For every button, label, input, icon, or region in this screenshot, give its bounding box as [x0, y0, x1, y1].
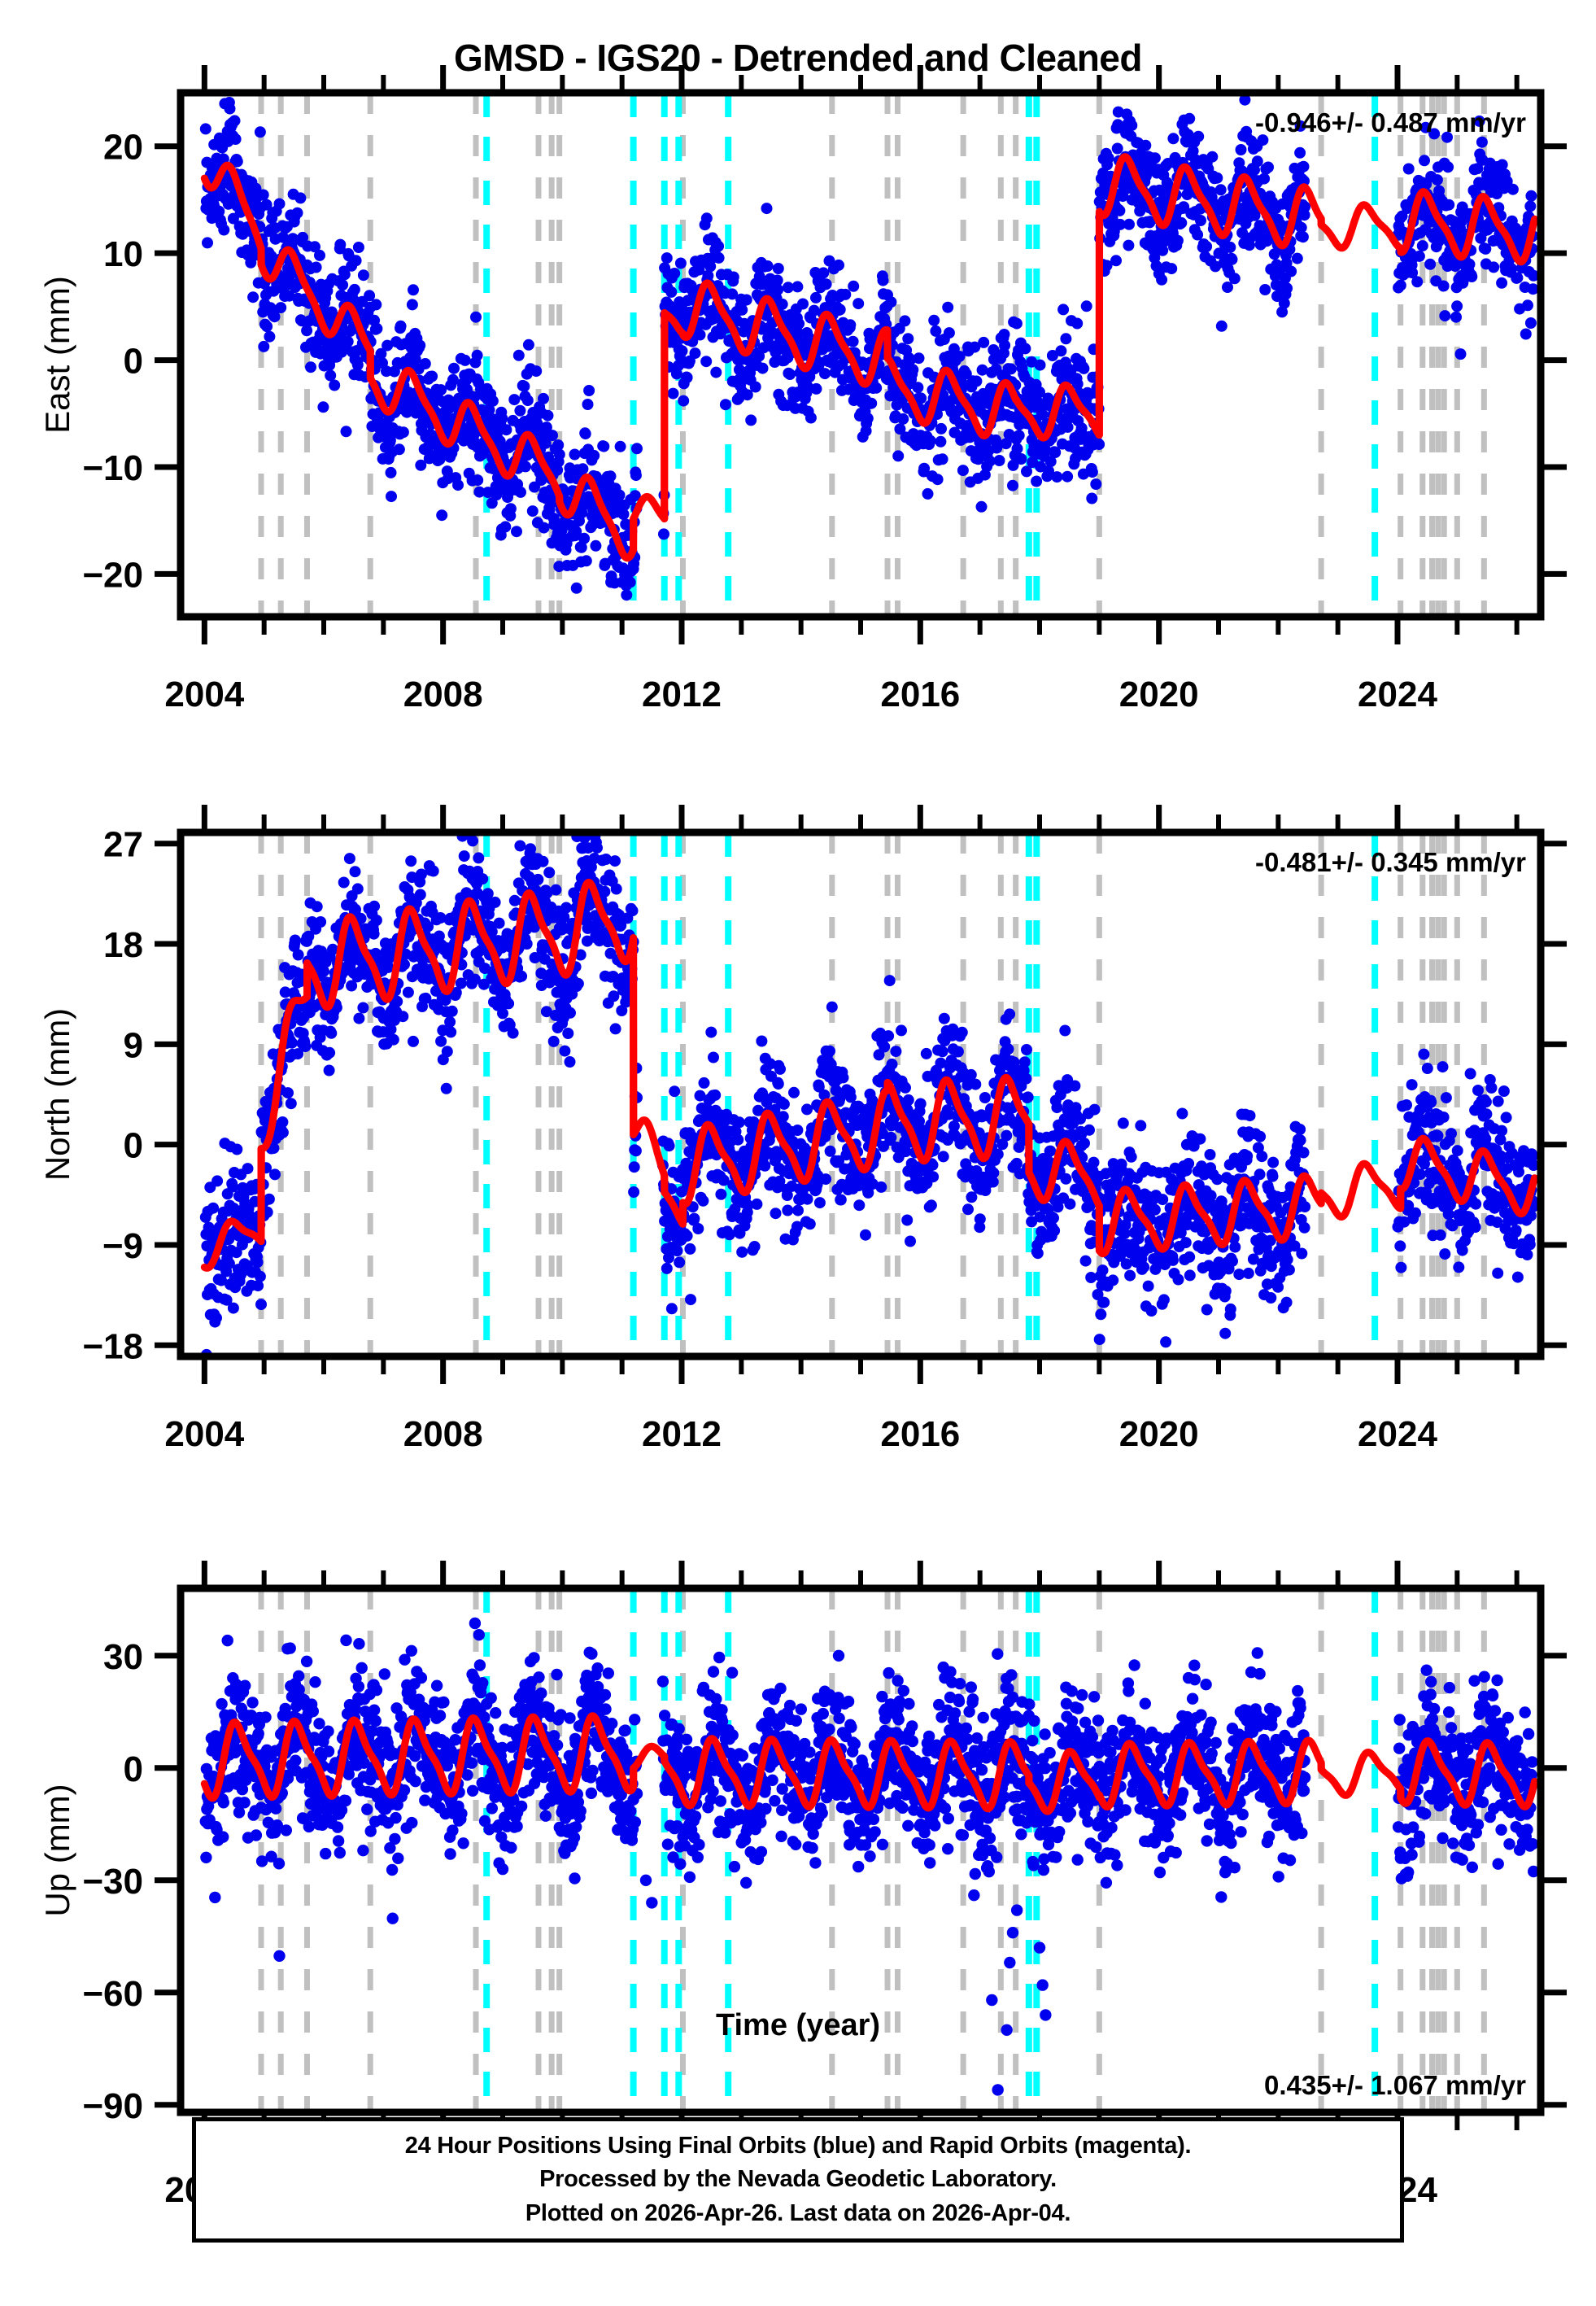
- x-tick-label: 2008: [403, 675, 483, 714]
- y-tick-label: 27: [103, 825, 143, 865]
- y-tick-label: 20: [103, 128, 143, 168]
- footer-line-1: 24 Hour Positions Using Final Orbits (bl…: [404, 2133, 1192, 2160]
- x-tick-label: 2012: [642, 1414, 722, 1454]
- rate-label-north: -0.481+/- 0.345 mm/yr: [1255, 847, 1526, 877]
- page-title: GMSD - IGS20 - Detrended and Cleaned: [454, 37, 1142, 79]
- x-axis-label: Time (year): [715, 2008, 881, 2042]
- x-tick-label: 2012: [642, 675, 722, 714]
- y-tick-label: −90: [82, 2086, 143, 2126]
- x-tick-label: 2024: [1358, 675, 1437, 714]
- y-tick-label: 30: [103, 1637, 143, 1677]
- panel-east: 2004 2008 2012 2016 2020 2024 20 10 0 −10 −20 East …: [0, 44, 1596, 731]
- y-tick-label: −20: [82, 555, 143, 595]
- y-tick-label: 0: [124, 1749, 143, 1789]
- x-tick-label: 2020: [1119, 1414, 1199, 1454]
- panel-north: 2004 2008 2012 2016 2020 2024 27 18 9 0 −9 −18 North…: [0, 784, 1596, 1470]
- x-tick-label: 2004: [164, 675, 244, 714]
- y-tick-label: −9: [102, 1226, 143, 1266]
- x-tick-label: 2016: [880, 1414, 960, 1454]
- y-axis-label-east: East (mm): [38, 276, 76, 434]
- rate-label-east: -0.946+/- 0.487 mm/yr: [1255, 107, 1526, 138]
- y-tick-label: 18: [103, 925, 143, 965]
- y-tick-label: −30: [82, 1862, 143, 1902]
- x-tick-label: 2004: [164, 1414, 244, 1454]
- y-axis-label-up: Up (mm): [38, 1784, 76, 1916]
- footer-line-2: Processed by the Nevada Geodetic Laborat…: [539, 2166, 1057, 2193]
- x-tick-label: 2020: [1119, 675, 1199, 714]
- footer-note-box: 24 Hour Positions Using Final Orbits (bl…: [192, 2117, 1404, 2243]
- y-axis-label-north: North (mm): [38, 1008, 76, 1181]
- y-tick-label: −18: [82, 1326, 143, 1366]
- y-tick-label: 0: [124, 342, 143, 382]
- y-tick-label: 10: [103, 234, 143, 274]
- y-tick-label: 0: [124, 1126, 143, 1166]
- y-tick-label: 9: [124, 1025, 143, 1065]
- rate-label-up: 0.435+/- 1.067 mm/yr: [1264, 2070, 1526, 2100]
- x-tick-label: 2008: [403, 1414, 483, 1454]
- y-tick-label: −60: [82, 1974, 143, 2014]
- x-tick-label: 2016: [880, 675, 960, 714]
- footer-line-3: Plotted on 2026-Apr-26. Last data on 202…: [525, 2199, 1071, 2226]
- x-tick-label: 2024: [1358, 1414, 1437, 1454]
- y-tick-label: −10: [82, 448, 143, 488]
